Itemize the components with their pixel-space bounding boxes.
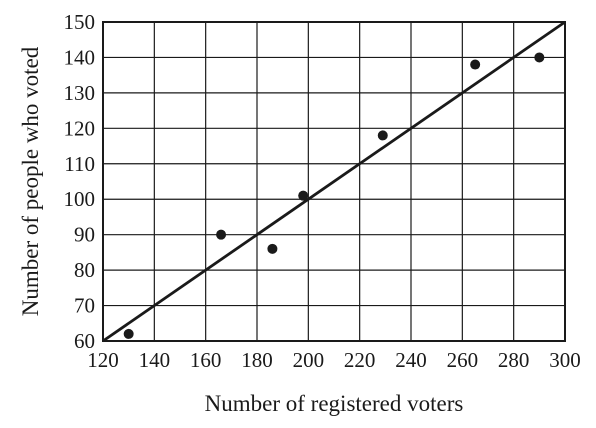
data-point-5: [470, 59, 481, 70]
x-axis-title: Number of registered voters: [205, 391, 464, 416]
data-point-1: [216, 229, 227, 240]
x-tick-labels: 120 140 160 180 200 220 240 260 280 300: [87, 348, 581, 372]
x-tick-label-8: 280: [498, 348, 530, 372]
plot-frame: [102, 21, 566, 342]
data-points: [123, 52, 545, 339]
line-of-best-fit: [102, 20, 566, 343]
x-tick-label-7: 260: [447, 348, 479, 372]
y-tick-labels: 60 70 80 90 100 110 120 130 140 150: [64, 10, 96, 353]
x-tick-label-5: 220: [344, 348, 376, 372]
x-tick-label-4: 200: [293, 348, 325, 372]
y-tick-label-5: 110: [64, 152, 95, 176]
y-tick-label-0: 60: [74, 329, 95, 353]
y-tick-label-7: 130: [64, 81, 96, 105]
data-point-6: [534, 52, 545, 63]
y-tick-label-9: 150: [64, 10, 96, 34]
x-tick-label-9: 300: [549, 348, 581, 372]
x-tick-label-0: 120: [87, 348, 119, 372]
x-tick-label-2: 160: [190, 348, 222, 372]
y-tick-label-3: 90: [74, 223, 95, 247]
data-point-2: [267, 243, 278, 254]
y-tick-label-6: 120: [64, 116, 96, 140]
y-tick-label-4: 100: [64, 187, 96, 211]
y-tick-label-2: 80: [74, 258, 95, 282]
data-point-0: [123, 328, 134, 339]
x-tick-label-1: 140: [139, 348, 171, 372]
y-axis-title: Number of people who voted: [18, 46, 43, 316]
data-point-3: [298, 190, 309, 201]
x-tick-label-3: 180: [241, 348, 273, 372]
x-tick-label-6: 240: [395, 348, 427, 372]
y-tick-label-8: 140: [64, 45, 96, 69]
data-point-4: [377, 130, 388, 141]
y-tick-label-1: 70: [74, 294, 95, 318]
